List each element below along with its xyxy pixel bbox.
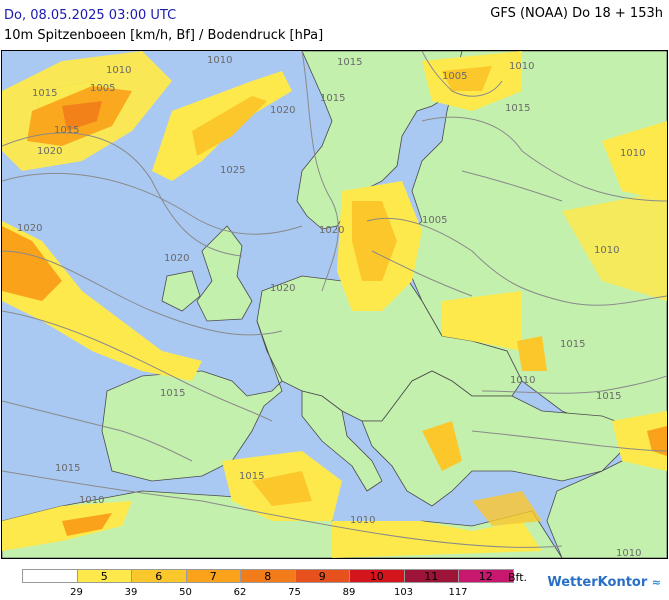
legend-tick: 103 (393, 587, 414, 598)
legend-cell: 12 (458, 569, 514, 583)
isobar-label: 1010 (510, 375, 535, 386)
isobar-label: 1015 (596, 391, 621, 402)
isobar-label: 1020 (164, 253, 189, 264)
isobar-label: 1005 (442, 71, 467, 82)
legend-tick: 117 (448, 587, 468, 598)
isobar-label: 1020 (17, 223, 42, 234)
isobar-label: 1010 (350, 515, 375, 526)
legend-cell: 10 (349, 569, 405, 583)
wetterkontor-logo: WetterKontor ≈ (547, 575, 661, 590)
isobar-label: 1010 (207, 55, 232, 66)
logo-text: WetterKontor (547, 575, 648, 590)
isobar-label: 1015 (337, 57, 362, 68)
isobar-label: 1005 (422, 215, 447, 226)
isobar-label: 1015 (160, 388, 185, 399)
isobar-label: 1010 (79, 495, 104, 506)
isobar-label: 1020 (270, 283, 295, 294)
isobar-label: 1015 (505, 103, 530, 114)
weather-map: 1010 1015 1010 1015 1005 1015 1010 1020 … (1, 50, 668, 559)
legend-cell: 7 (185, 569, 241, 583)
header-left: Do, 08.05.2025 03:00 UTC 10m Spitzenboee… (4, 6, 323, 46)
isobar-label: 1015 (320, 93, 345, 104)
legend-tick: 75 (288, 587, 301, 598)
isobar-label: 1010 (620, 148, 645, 159)
isobar-label: 1015 (32, 88, 57, 99)
isobar-label: 1015 (239, 471, 264, 482)
isobar-label: 1010 (509, 61, 534, 72)
forecast-date: Do, 08.05.2025 03:00 UTC (4, 8, 177, 23)
isobar-label: 1020 (37, 146, 62, 157)
isobar-label: 1015 (560, 339, 585, 350)
legend-unit: Bft. (508, 571, 528, 584)
isobar-label-group: 1010 1015 1010 1015 1005 1015 1010 1020 … (17, 55, 645, 558)
isobar-label: 1015 (55, 463, 80, 474)
isobar-label: 1015 (54, 125, 79, 136)
legend-cell: 8 (240, 569, 296, 583)
gust-shading (2, 51, 667, 558)
legend-cell: 9 (294, 569, 350, 583)
map-svg: 1010 1015 1010 1015 1005 1015 1010 1020 … (2, 51, 667, 558)
legend-tick: 50 (179, 587, 192, 598)
isobar-label: 1010 (106, 65, 131, 76)
isobar-label: 1020 (319, 225, 344, 236)
legend-cell (22, 569, 78, 583)
map-title: 10m Spitzenboeen [km/h, Bf] / Bodendruck… (4, 28, 324, 43)
legend-cell: 5 (76, 569, 132, 583)
legend-tick: 29 (70, 587, 83, 598)
isobar-label: 1010 (594, 245, 619, 256)
isobar-label: 1025 (220, 165, 245, 176)
isobar-label: 1010 (616, 548, 641, 558)
legend-cell: 6 (131, 569, 187, 583)
isobar-label: 1020 (270, 105, 295, 116)
isobar-label: 1005 (90, 83, 115, 94)
land (2, 51, 667, 558)
legend-tick: 89 (342, 587, 356, 598)
legend-tick: 39 (124, 587, 138, 598)
legend-cell: 11 (403, 569, 459, 583)
legend-tick: 62 (233, 587, 247, 598)
wave-icon: ≈ (651, 576, 661, 589)
model-run: GFS (NOAA) Do 18 + 153h (490, 6, 663, 21)
isobars (2, 51, 667, 548)
